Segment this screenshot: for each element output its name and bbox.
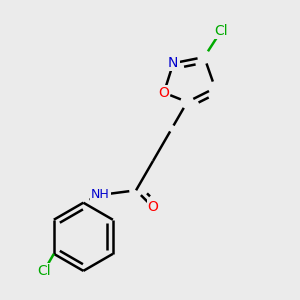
Text: Cl: Cl (37, 264, 51, 278)
Text: O: O (148, 200, 158, 214)
Text: Cl: Cl (214, 24, 228, 38)
Text: O: O (158, 86, 169, 100)
Text: N: N (168, 56, 178, 70)
Text: NH: NH (91, 188, 110, 201)
